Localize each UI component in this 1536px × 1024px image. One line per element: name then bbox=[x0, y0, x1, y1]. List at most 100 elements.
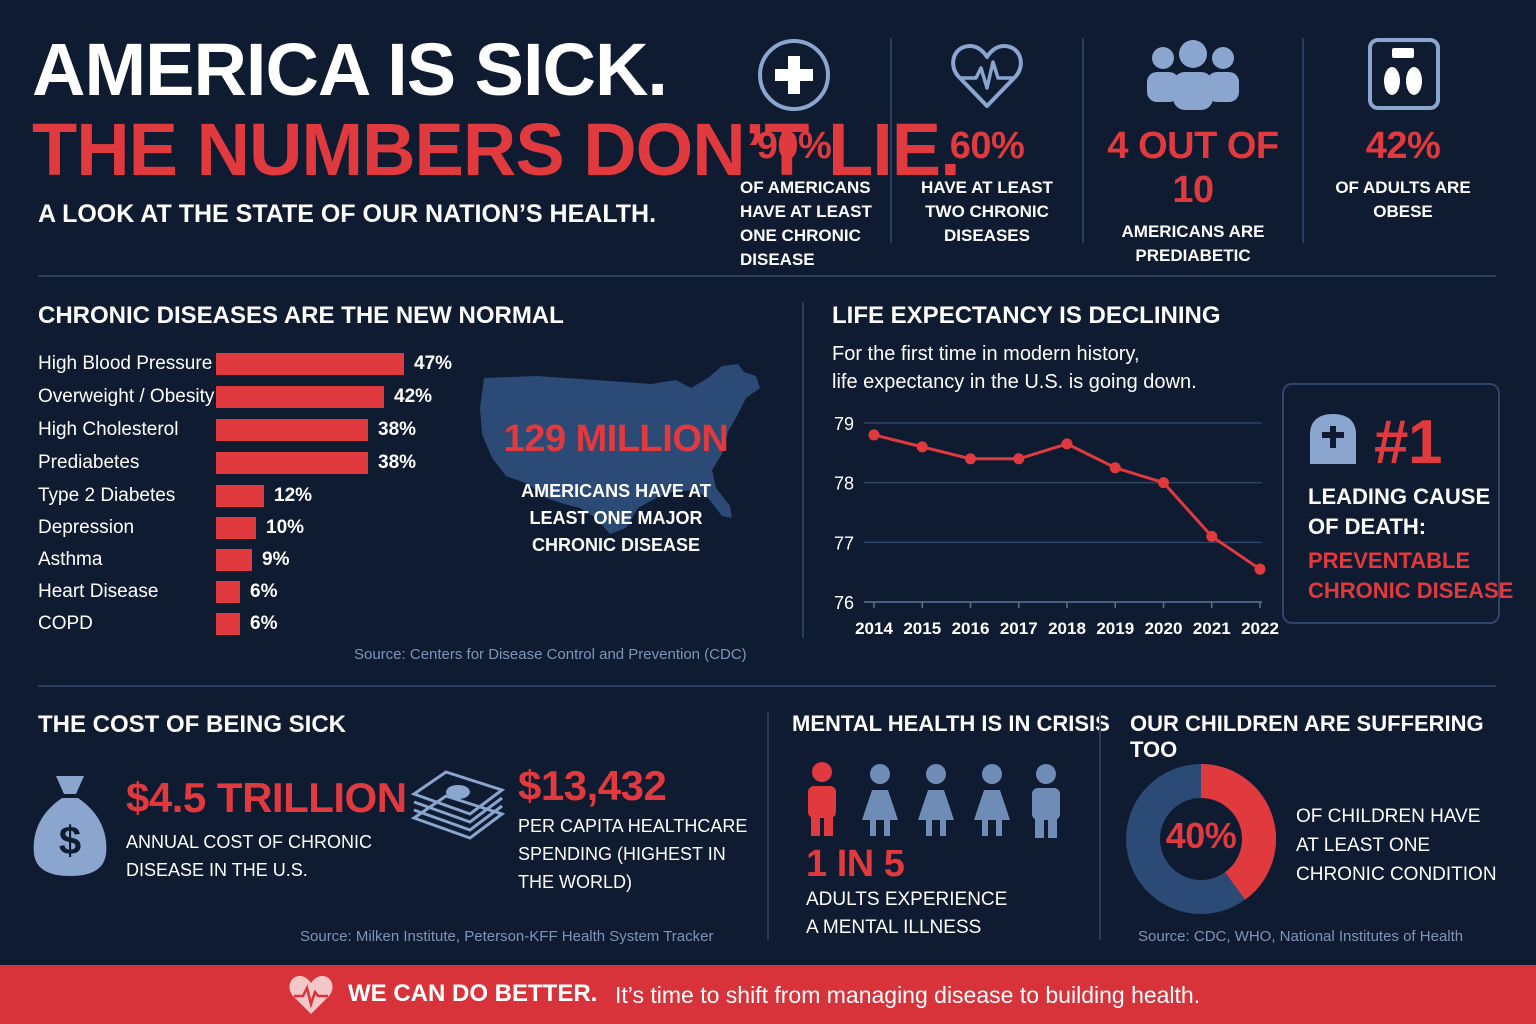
bar-label: Type 2 Diabetes bbox=[38, 485, 176, 506]
person-icon bbox=[858, 762, 902, 845]
divider bbox=[767, 712, 769, 940]
stat-value: 90% bbox=[756, 125, 832, 167]
bottom-banner bbox=[0, 965, 1536, 1024]
x-tick-label: 2020 bbox=[1145, 619, 1183, 638]
bar-value-label: 12% bbox=[274, 485, 313, 506]
bar-row: Asthma 9% bbox=[38, 547, 478, 573]
x-tick-label: 2022 bbox=[1241, 619, 1279, 638]
y-tick-label: 78 bbox=[834, 474, 854, 494]
map-stat-desc-line: CHRONIC DISEASE bbox=[531, 535, 701, 555]
person-icon bbox=[800, 760, 844, 843]
divider bbox=[1099, 712, 1101, 940]
data-point bbox=[1206, 530, 1218, 542]
bar-value-label: 10% bbox=[266, 517, 305, 538]
chronic-section-title: CHRONIC DISEASES ARE THE NEW NORMAL bbox=[38, 302, 564, 329]
stat-desc-line: OBESE bbox=[1373, 202, 1433, 221]
x-tick-label: 2019 bbox=[1096, 619, 1134, 638]
bar bbox=[216, 386, 384, 408]
banner-message: It’s time to shift from managing disease… bbox=[615, 982, 1201, 1008]
stat-desc-line: PREDIABETIC bbox=[1135, 246, 1251, 265]
divider bbox=[1302, 38, 1304, 243]
x-tick-label: 2014 bbox=[855, 619, 893, 638]
bar bbox=[216, 581, 240, 603]
people-figures bbox=[800, 760, 1070, 840]
data-point bbox=[916, 441, 928, 453]
page-title-tagline: THE NUMBERS DON’T LIE. bbox=[32, 108, 961, 191]
mental-section-title: MENTAL HEALTH IS IN CRISIS bbox=[792, 711, 1110, 736]
x-tick-label: 2021 bbox=[1193, 619, 1231, 638]
bar bbox=[216, 613, 240, 635]
stat-chronic-two: 60% HAVE AT LEAST TWO CHRONIC DISEASES bbox=[897, 36, 1077, 248]
stat-desc-line: HAVE AT LEAST bbox=[921, 178, 1053, 197]
cost-source: Source: Milken Institute, Peterson-KFF H… bbox=[300, 928, 714, 945]
stat-obese: 42% OF ADULTS ARE OBESE bbox=[1313, 36, 1493, 224]
section-divider bbox=[38, 275, 1496, 277]
banner-headline: WE CAN DO BETTER. bbox=[348, 980, 598, 1007]
bar-value-label: 6% bbox=[250, 581, 278, 602]
stat-desc-line: OF AMERICANS bbox=[740, 178, 871, 197]
stat-desc-line: DISEASES bbox=[944, 226, 1030, 245]
bar-row: Overweight / Obesity 42% bbox=[38, 384, 478, 410]
per-capita-value: $13,432 bbox=[518, 762, 667, 809]
cause-highlight-line: PREVENTABLE bbox=[1308, 548, 1471, 573]
scale-icon bbox=[1364, 36, 1442, 114]
data-point bbox=[868, 429, 880, 441]
total-cost-desc-line: ANNUAL COST OF CHRONIC bbox=[126, 832, 373, 852]
life-text-line: For the first time in modern history, bbox=[832, 343, 1140, 365]
bar bbox=[216, 517, 256, 539]
stat-desc-line: DISEASE bbox=[740, 250, 815, 269]
cash-stack-icon bbox=[410, 758, 506, 847]
cause-highlight-line: CHRONIC DISEASE bbox=[1308, 578, 1514, 603]
stat-desc-line: ONE CHRONIC bbox=[740, 226, 861, 245]
person-icon bbox=[914, 762, 958, 845]
bar-label: High Blood Pressure bbox=[38, 353, 213, 374]
page-title: AMERICA IS SICK. bbox=[32, 28, 668, 111]
stat-value: 4 OUT OF 10 bbox=[1107, 125, 1279, 211]
data-point bbox=[1109, 462, 1121, 474]
x-tick-label: 2017 bbox=[1000, 619, 1038, 638]
bar-value-label: 38% bbox=[378, 419, 417, 440]
life-section-title: LIFE EXPECTANCY IS DECLINING bbox=[832, 302, 1221, 329]
bar-label: High Cholesterol bbox=[38, 419, 179, 440]
us-map-icon bbox=[476, 358, 766, 553]
page-subtitle: A LOOK AT THE STATE OF OUR NATION’S HEAL… bbox=[38, 200, 657, 228]
stat-desc-line: HAVE AT LEAST bbox=[740, 202, 872, 221]
children-desc-line: CHRONIC CONDITION bbox=[1296, 864, 1497, 885]
per-capita-desc-line: PER CAPITA HEALTHCARE bbox=[518, 816, 748, 836]
children-desc-line: OF CHILDREN HAVE bbox=[1296, 806, 1481, 827]
bar-value-label: 38% bbox=[378, 452, 417, 473]
bar bbox=[216, 419, 368, 441]
mental-desc-line: A MENTAL ILLNESS bbox=[806, 917, 982, 938]
y-tick-label: 79 bbox=[834, 414, 854, 434]
per-capita-desc-line: SPENDING (HIGHEST IN bbox=[518, 844, 726, 864]
people-group-icon bbox=[1141, 36, 1245, 114]
bar bbox=[216, 353, 404, 375]
mental-value: 1 IN 5 bbox=[806, 843, 905, 885]
total-cost-value: $4.5 TRILLION bbox=[126, 774, 407, 821]
stat-chronic-one: 90% OF AMERICANS HAVE AT LEAST ONE CHRON… bbox=[704, 36, 884, 272]
x-tick-label: 2016 bbox=[952, 619, 990, 638]
bar-label: Overweight / Obesity bbox=[38, 386, 215, 407]
map-stat-desc-line: AMERICANS HAVE AT bbox=[521, 481, 711, 501]
section-divider bbox=[38, 685, 1496, 687]
bar-label: COPD bbox=[38, 613, 93, 634]
per-capita-desc-line: THE WORLD) bbox=[518, 872, 632, 892]
bar-label: Heart Disease bbox=[38, 581, 159, 602]
mental-desc-line: ADULTS EXPERIENCE bbox=[806, 889, 1008, 910]
heart-pulse-icon bbox=[288, 974, 334, 1021]
stat-value: 42% bbox=[1365, 125, 1441, 167]
cause-text-line: OF DEATH: bbox=[1308, 514, 1427, 539]
bar-label: Depression bbox=[38, 517, 135, 538]
bar-row: High Blood Pressure 47% bbox=[38, 351, 478, 377]
money-bag-icon: $ bbox=[30, 770, 110, 883]
bar-value-label: 47% bbox=[414, 353, 453, 374]
cost-section-title: THE COST OF BEING SICK bbox=[38, 711, 347, 738]
bar-label: Asthma bbox=[38, 549, 103, 570]
stat-prediabetic: 4 OUT OF 10 AMERICANS ARE PREDIABETIC bbox=[1093, 36, 1293, 268]
data-point bbox=[1254, 563, 1266, 575]
map-stat-value: 129 MILLION bbox=[503, 418, 729, 460]
bar-value-label: 6% bbox=[250, 613, 278, 634]
x-tick-label: 2018 bbox=[1048, 619, 1086, 638]
data-point bbox=[965, 453, 976, 465]
